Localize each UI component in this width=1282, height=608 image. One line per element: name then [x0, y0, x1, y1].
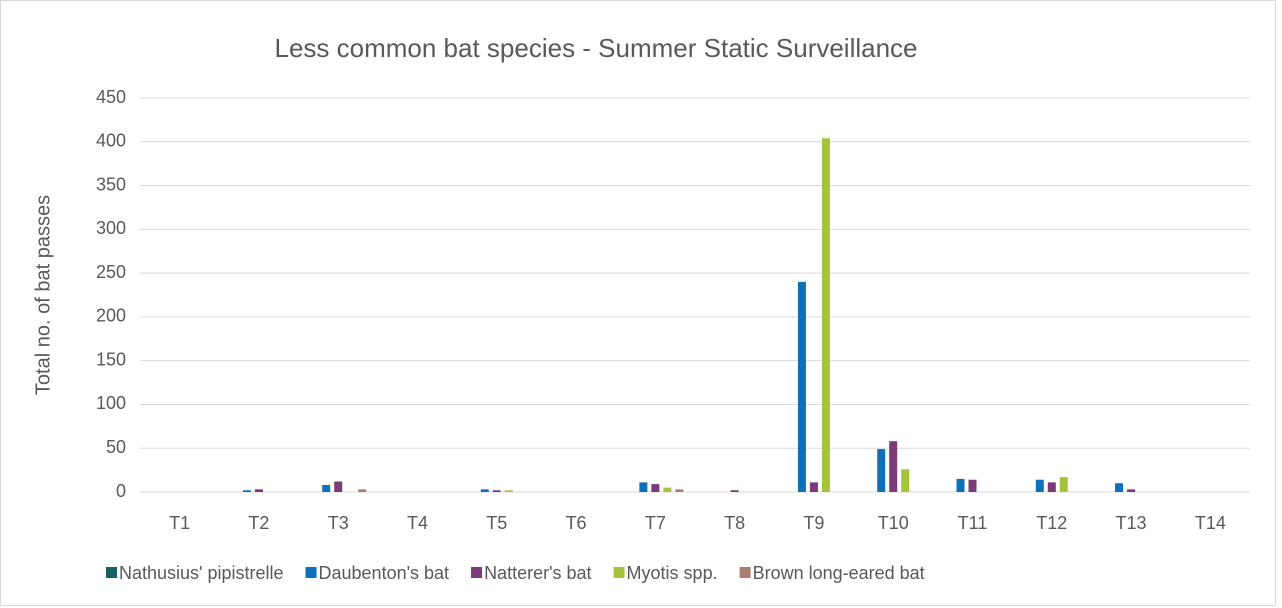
legend-swatch: [739, 567, 751, 578]
x-tick-label: T7: [645, 513, 666, 533]
legend-label: Natterer's bat: [484, 563, 591, 583]
chart-title: Less common bat species - Summer Static …: [274, 33, 917, 63]
bar: [1047, 482, 1056, 492]
bar: [889, 441, 898, 492]
x-tick-label: T9: [803, 513, 824, 533]
bar: [651, 484, 660, 492]
bar: [877, 449, 886, 492]
x-tick-label: T10: [878, 513, 909, 533]
bar: [492, 490, 501, 492]
y-tick-label: 150: [96, 349, 126, 369]
y-tick-label: 450: [96, 87, 126, 107]
bar: [242, 490, 251, 492]
x-tick-label: T5: [486, 513, 507, 533]
bar: [639, 482, 648, 492]
legend-swatch: [305, 567, 317, 578]
bar: [901, 469, 910, 492]
x-tick-label: T4: [407, 513, 428, 533]
bar: [1059, 477, 1068, 492]
x-tick-label: T8: [724, 513, 745, 533]
y-tick-label: 350: [96, 174, 126, 194]
legend-label: Nathusius' pipistrelle: [119, 563, 284, 583]
y-tick-label: 250: [96, 262, 126, 282]
bar: [480, 489, 489, 492]
bar: [956, 478, 965, 492]
legend-label: Brown long-eared bat: [753, 563, 925, 583]
bar: [663, 487, 672, 492]
bar: [1035, 479, 1044, 492]
x-tick-label: T11: [958, 513, 988, 533]
x-tick-label: T1: [169, 513, 190, 533]
legend-swatch: [471, 567, 483, 578]
bar: [809, 482, 818, 492]
bar: [675, 489, 684, 492]
x-tick-label: T14: [1195, 513, 1226, 533]
bar: [730, 490, 739, 492]
bar: [322, 484, 331, 492]
bar: [797, 281, 806, 492]
y-tick-label: 50: [106, 437, 126, 457]
bar: [1127, 489, 1136, 492]
legend-swatch: [106, 567, 117, 578]
legend-label: Daubenton's bat: [319, 563, 450, 583]
x-tick-label: T3: [328, 513, 349, 533]
bar: [334, 481, 343, 492]
y-tick-label: 0: [116, 481, 126, 501]
y-axis-label: Total no. of bat passes: [32, 195, 54, 395]
bar: [968, 479, 977, 492]
y-tick-label: 300: [96, 218, 126, 238]
legend-label: Myotis spp.: [627, 563, 718, 583]
bar: [821, 138, 830, 492]
y-tick-label: 200: [96, 306, 126, 326]
x-tick-label: T6: [566, 513, 587, 533]
x-tick-label: T2: [248, 513, 269, 533]
bar: [358, 489, 367, 492]
bar: [504, 490, 513, 492]
bar: [254, 489, 263, 492]
legend-swatch: [613, 567, 625, 578]
x-tick-label: T12: [1036, 513, 1067, 533]
y-tick-label: 400: [96, 131, 126, 151]
bar: [1115, 483, 1124, 492]
x-tick-label: T13: [1116, 513, 1147, 533]
y-tick-label: 100: [96, 393, 126, 413]
